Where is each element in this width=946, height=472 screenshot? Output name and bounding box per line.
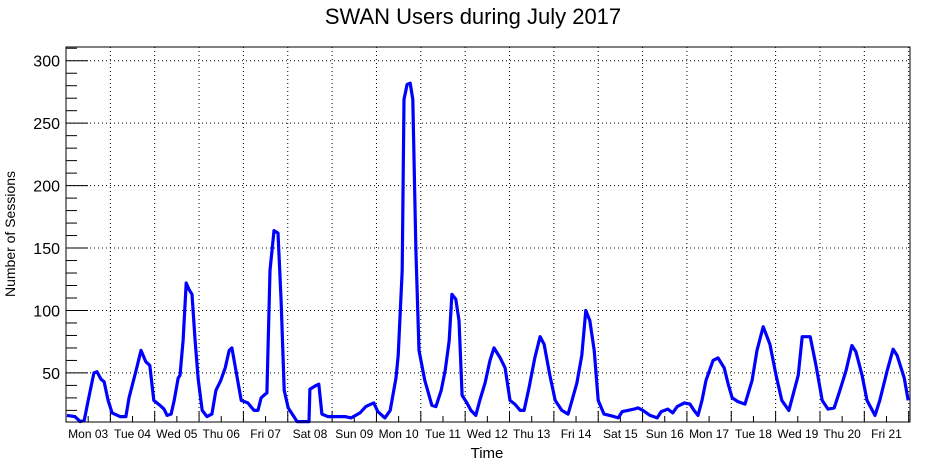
x-tick-label: Wed 19 — [777, 427, 818, 441]
x-tick-label: Thu 06 — [203, 427, 241, 441]
y-tick-label: 250 — [33, 116, 60, 133]
y-tick-label: 300 — [33, 54, 60, 71]
series-line-sessions — [66, 81, 910, 424]
plot-frame — [65, 46, 911, 423]
x-tick-label: Mon 03 — [68, 427, 108, 441]
x-tick-label: Wed 12 — [467, 427, 508, 441]
x-tick-label: Tue 04 — [114, 427, 151, 441]
x-tick-label: Sat 15 — [603, 427, 638, 441]
x-tick-label: Fri 07 — [250, 427, 281, 441]
x-tick-label: Mon 17 — [689, 427, 729, 441]
x-tick-label: Tue 11 — [425, 427, 461, 441]
y-axis-label: Number of Sessions — [2, 171, 18, 297]
y-tick-label: 100 — [33, 303, 60, 320]
y-tick-labels: 50 100 150 200 250 300 — [33, 54, 60, 383]
x-tick-label: Sun 09 — [335, 427, 373, 441]
x-tick-label: Thu 20 — [823, 427, 861, 441]
y-tick-label: 200 — [33, 179, 60, 196]
y-tick-label: 50 — [42, 366, 60, 383]
x-tick-label: Sat 08 — [293, 427, 328, 441]
x-tick-labels: Mon 03 Tue 04 Wed 05 Thu 06 Fri 07 Sat 08 Sun … — [68, 427, 902, 441]
x-tick-label: Thu 13 — [513, 427, 551, 441]
x-axis-label: Time — [471, 445, 504, 462]
axes — [66, 47, 910, 422]
chart-title: SWAN Users during July 2017 — [325, 4, 621, 29]
x-tick-label: Tue 18 — [735, 427, 772, 441]
x-tick-label: Sun 16 — [646, 427, 684, 441]
y-tick-label: 150 — [33, 241, 60, 258]
x-tick-label: Fri 14 — [561, 427, 592, 441]
x-tick-label: Mon 10 — [379, 427, 419, 441]
x-tick-label: Fri 21 — [871, 427, 902, 441]
x-tick-label: Wed 05 — [156, 427, 197, 441]
